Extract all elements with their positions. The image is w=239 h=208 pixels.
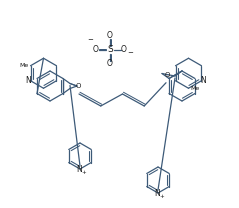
Text: N: N <box>201 76 206 85</box>
Text: N: N <box>26 76 31 85</box>
Text: −: − <box>127 50 133 56</box>
Text: +: + <box>82 170 86 175</box>
Text: Me: Me <box>191 86 200 91</box>
Text: S: S <box>107 46 113 54</box>
Text: O: O <box>93 46 99 54</box>
Text: O: O <box>164 72 170 78</box>
Text: +: + <box>160 193 164 198</box>
Text: O: O <box>107 31 113 41</box>
Text: N: N <box>154 188 160 198</box>
Text: −: − <box>87 37 93 43</box>
Text: O: O <box>75 83 81 89</box>
Text: O: O <box>121 46 127 54</box>
Text: Me: Me <box>19 63 28 68</box>
Text: N: N <box>76 165 82 173</box>
Text: O: O <box>107 59 113 68</box>
